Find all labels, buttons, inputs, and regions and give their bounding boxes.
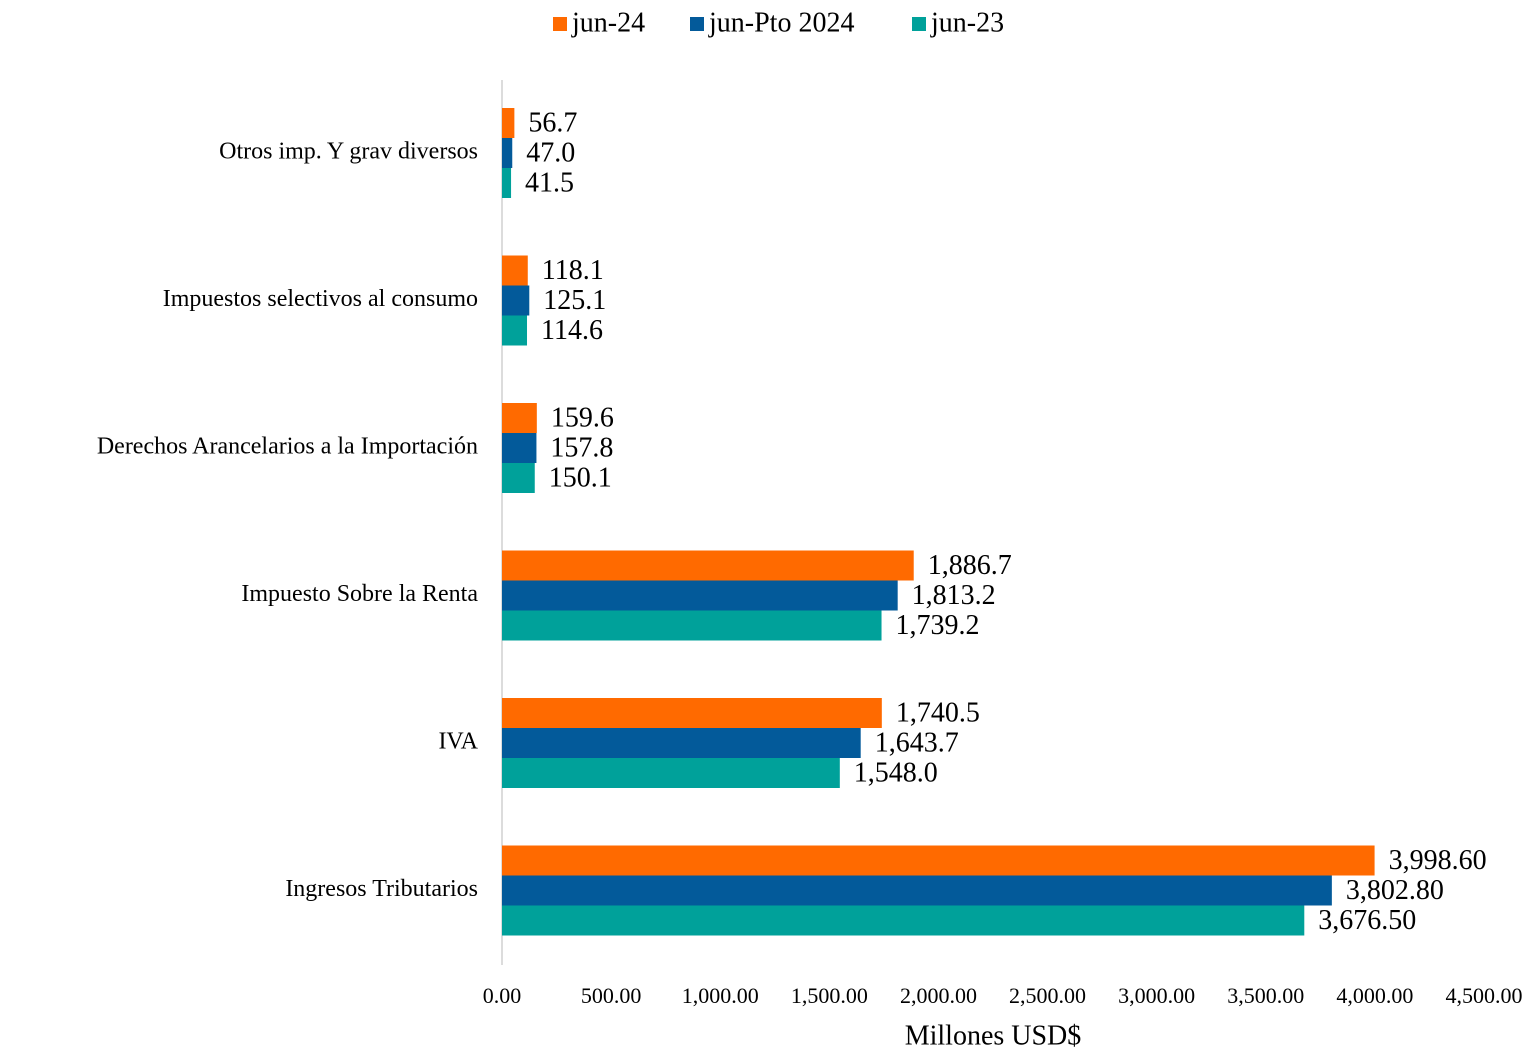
- value-label: 3,998.60: [1389, 845, 1487, 876]
- x-tick-label: 0.00: [483, 983, 522, 1008]
- value-label: 3,676.50: [1318, 905, 1416, 936]
- bar: [502, 905, 1305, 936]
- bar: [502, 403, 537, 433]
- value-label: 1,739.2: [896, 610, 980, 641]
- value-label: 47.0: [526, 137, 575, 168]
- bar: [502, 168, 512, 198]
- legend-swatch: [912, 17, 926, 31]
- bar: [502, 550, 914, 581]
- x-tick-label: 4,000.00: [1336, 983, 1413, 1008]
- value-label: 1,740.5: [896, 697, 980, 728]
- bar: [502, 255, 528, 286]
- value-label: 56.7: [528, 107, 577, 138]
- y-tick-label: Impuesto Sobre la Renta: [241, 581, 478, 607]
- value-label: 41.5: [525, 167, 574, 198]
- legend-label: jun-23: [930, 7, 1004, 38]
- y-tick-label: Derechos Arancelarios a la Importación: [97, 434, 478, 460]
- x-tick-label: 4,500.00: [1446, 983, 1523, 1008]
- bar: [502, 845, 1375, 876]
- legend-swatch: [690, 17, 704, 31]
- legend-swatch: [553, 17, 567, 31]
- bar: [502, 138, 513, 168]
- bar: [502, 875, 1332, 906]
- value-label: 114.6: [541, 315, 603, 346]
- bar: [502, 463, 535, 493]
- x-axis-label: Millones USD$: [905, 1020, 1082, 1051]
- x-tick-label: 2,000.00: [900, 983, 977, 1008]
- value-label: 3,802.80: [1346, 875, 1444, 906]
- y-tick-label: Otros imp. Y grav diversos: [219, 139, 478, 165]
- legend-label: jun-Pto 2024: [708, 7, 854, 38]
- y-tick-label: Impuestos selectivos al consumo: [163, 286, 478, 312]
- bar: [502, 698, 882, 728]
- bar: [502, 285, 530, 316]
- bar: [502, 728, 861, 758]
- x-tick-label: 500.00: [581, 983, 642, 1008]
- value-label: 1,548.0: [854, 757, 938, 788]
- y-tick-label: Ingresos Tributarios: [285, 876, 478, 902]
- value-label: 1,643.7: [875, 727, 959, 758]
- value-label: 1,886.7: [928, 550, 1012, 581]
- bar: [502, 108, 515, 138]
- y-tick-label: IVA: [438, 729, 478, 755]
- x-tick-label: 1,500.00: [791, 983, 868, 1008]
- value-label: 118.1: [542, 255, 604, 286]
- bar: [502, 610, 882, 641]
- legend-label: jun-24: [571, 7, 645, 38]
- bar: [502, 433, 537, 463]
- value-label: 159.6: [551, 402, 614, 433]
- bar: [502, 315, 528, 346]
- x-tick-label: 3,500.00: [1227, 983, 1304, 1008]
- value-label: 157.8: [550, 432, 613, 463]
- value-label: 1,813.2: [912, 580, 996, 611]
- bar: [502, 758, 840, 788]
- value-label: 125.1: [543, 285, 606, 316]
- x-tick-label: 1,000.00: [682, 983, 759, 1008]
- bar: [502, 580, 898, 611]
- x-tick-label: 3,000.00: [1118, 983, 1195, 1008]
- x-tick-label: 2,500.00: [1009, 983, 1086, 1008]
- value-label: 150.1: [549, 462, 612, 493]
